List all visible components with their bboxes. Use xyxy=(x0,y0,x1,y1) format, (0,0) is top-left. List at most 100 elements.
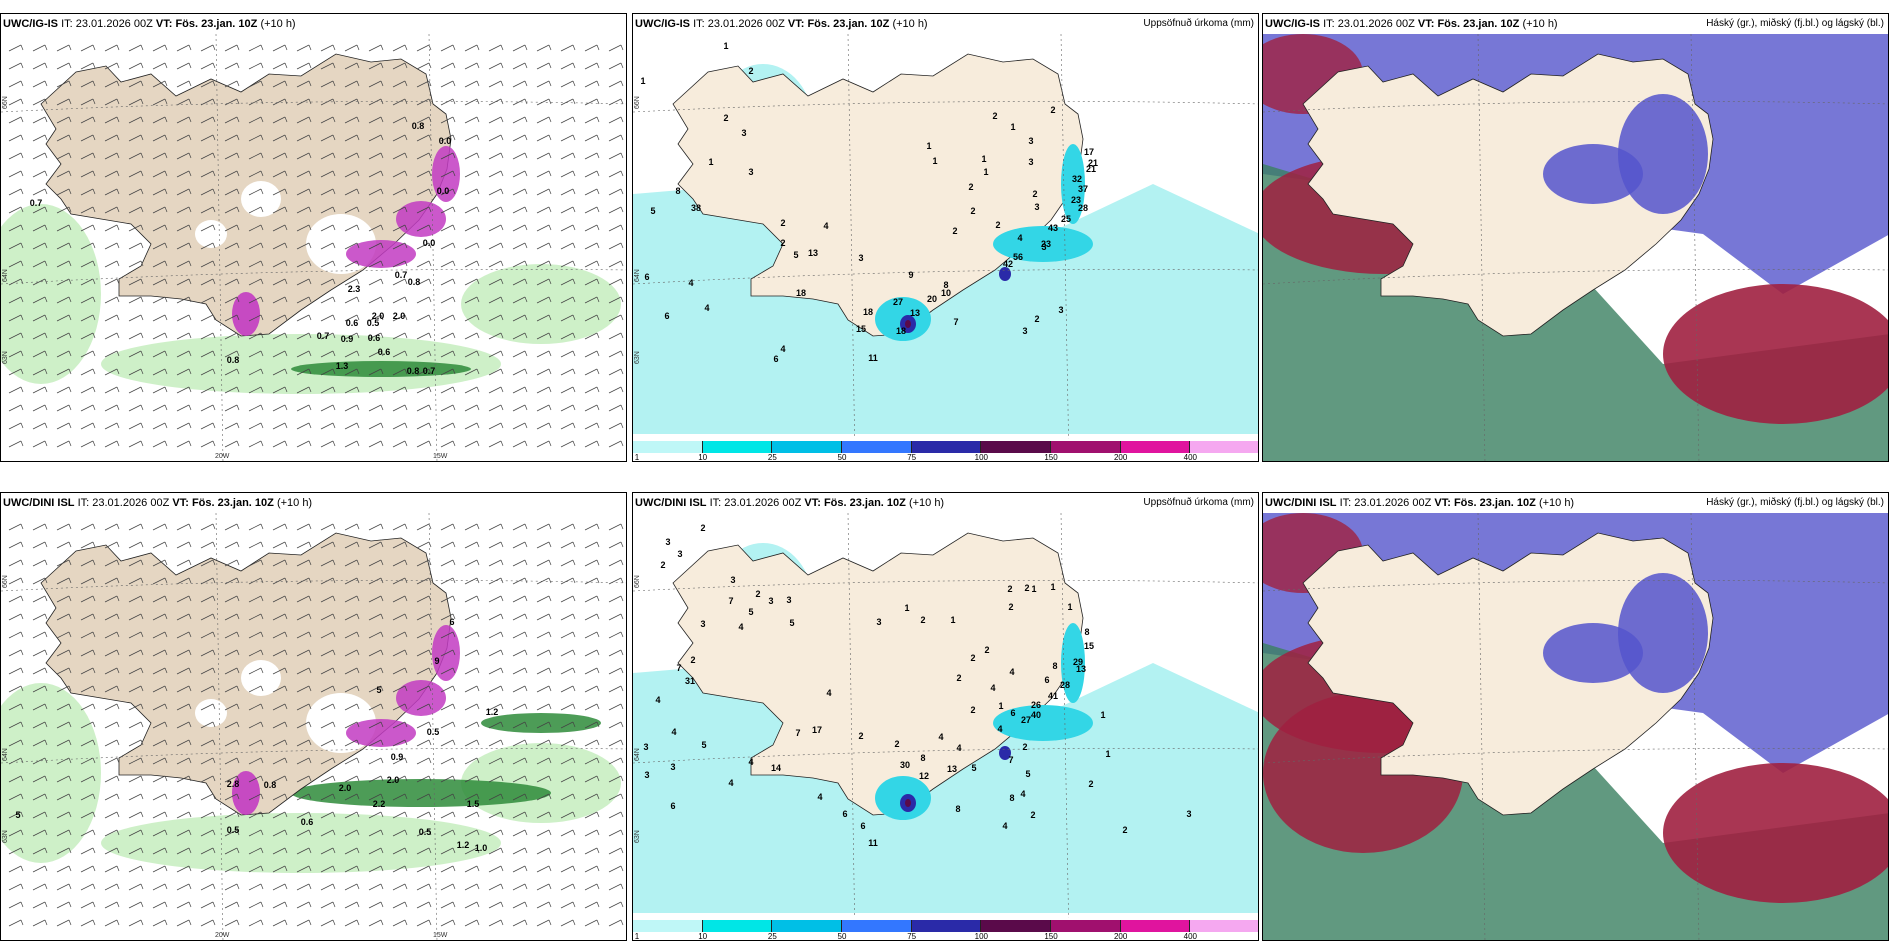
value-label: 27 xyxy=(893,297,903,307)
value-label: 4 xyxy=(826,688,831,698)
precip-100mm xyxy=(905,320,911,328)
value-label: 1 xyxy=(932,156,937,166)
grid-label: 20W xyxy=(215,932,230,939)
it-value: 23.01.2026 00Z xyxy=(724,497,802,509)
value-label: 1 xyxy=(926,141,931,151)
value-label: 6 xyxy=(1044,675,1049,685)
value-label: 0.0 xyxy=(437,186,450,196)
low-cloud xyxy=(1663,763,1888,903)
value-label: 1 xyxy=(983,167,988,177)
value-label: 2 xyxy=(968,182,973,192)
value-label: 40 xyxy=(1031,710,1041,720)
value-label: 2.2 xyxy=(373,799,386,809)
vt-value: Fös. 23.jan. 10Z xyxy=(1437,18,1520,30)
value-label: 3 xyxy=(1028,136,1033,146)
value-label: 43 xyxy=(1048,223,1058,233)
value-label: 3 xyxy=(700,619,705,629)
value-label: 1 xyxy=(640,76,645,86)
grid-label: 64N xyxy=(2,748,9,761)
value-label: 0.8 xyxy=(227,355,240,365)
value-label: 3 xyxy=(741,128,746,138)
value-label: 0.6 xyxy=(368,333,381,343)
value-label: 23 xyxy=(1071,195,1081,205)
value-label: 8 xyxy=(955,804,960,814)
value-label: 3 xyxy=(665,537,670,547)
value-label: 17 xyxy=(812,725,822,735)
value-label: 29 xyxy=(1073,657,1083,667)
colorbar-swatch xyxy=(1051,920,1121,932)
value-label: 6 xyxy=(860,821,865,831)
value-label: 2 xyxy=(700,523,705,533)
precip-rain-area xyxy=(461,264,621,344)
grid-label: 66N xyxy=(634,96,641,109)
value-label: 3 xyxy=(1028,157,1033,167)
value-label: 1.3 xyxy=(336,361,349,371)
vt-label: VT: xyxy=(1434,497,1451,509)
value-label: 2 xyxy=(858,731,863,741)
value-label: 2 xyxy=(894,739,899,749)
glacier xyxy=(241,181,281,217)
value-label: 1 xyxy=(1010,122,1015,132)
value-label: 5 xyxy=(789,618,794,628)
value-label: 2 xyxy=(690,655,695,665)
value-label: 1.0 xyxy=(475,843,488,853)
grid-label: 63N xyxy=(634,351,641,364)
value-label: 2 xyxy=(1008,602,1013,612)
low-cloud xyxy=(1663,284,1888,424)
value-label: 4 xyxy=(938,732,943,742)
colorbar-tick: 75 xyxy=(907,932,917,941)
graticule xyxy=(1,513,626,940)
value-label: 2 xyxy=(755,589,760,599)
value-label: 3 xyxy=(644,770,649,780)
value-label: 2.0 xyxy=(393,311,406,321)
it-label: IT: xyxy=(77,497,90,509)
value-label: 5 xyxy=(376,685,381,695)
value-label: 5 xyxy=(748,607,753,617)
value-label: 9 xyxy=(908,270,913,280)
value-label: 4 xyxy=(990,683,995,693)
grid-label: 66N xyxy=(634,575,641,588)
model-name: UWC/IG-IS xyxy=(1265,18,1320,30)
value-label: 2 xyxy=(1088,779,1093,789)
colorbar-tick: 150 xyxy=(1044,453,1058,462)
value-label: 0.7 xyxy=(423,366,436,376)
colorbar-tick: 200 xyxy=(1113,932,1128,941)
colorbar-swatch xyxy=(772,441,842,453)
colorbar-tick: 150 xyxy=(1044,932,1058,941)
value-label: 13 xyxy=(1076,664,1086,674)
value-label: 2.3 xyxy=(348,284,361,294)
value-label: 1.2 xyxy=(486,707,499,717)
iceland-coastline xyxy=(1302,53,1714,337)
colorbar: 1 10 25 50 75 100 150 200 400 xyxy=(633,918,1258,940)
value-label: 20 xyxy=(927,294,937,304)
value-label: 8 xyxy=(675,186,680,196)
it-label: IT: xyxy=(1339,497,1352,509)
value-label: 42 xyxy=(1003,259,1013,269)
colorbar-tick: 75 xyxy=(907,453,917,462)
precip-rain-area xyxy=(101,813,501,873)
precip-100mm xyxy=(905,799,911,807)
value-label: 0.7 xyxy=(317,331,330,341)
colorbar-tick: 25 xyxy=(767,932,777,941)
field-title: Háský (gr.), miðský (fj.bl.) og lágský (… xyxy=(1706,18,1884,29)
glacier xyxy=(195,220,227,248)
vt-label: VT: xyxy=(804,497,821,509)
value-label: 17 xyxy=(1084,147,1094,157)
model-name: UWC/DINI ISL xyxy=(1265,497,1337,509)
value-label: 4 xyxy=(748,757,753,767)
lead-time: (+10 h) xyxy=(1538,497,1575,509)
value-label: 38 xyxy=(691,203,701,213)
value-label: 14 xyxy=(771,763,781,773)
value-label: 37 xyxy=(1078,184,1088,194)
snow-precip-cell xyxy=(432,625,460,681)
value-label: 4 xyxy=(655,695,660,705)
value-label: 15 xyxy=(856,324,866,334)
value-label: 2 xyxy=(970,705,975,715)
value-label: 4 xyxy=(1020,789,1025,799)
colorbar-swatch xyxy=(702,920,773,932)
value-label: 7 xyxy=(795,728,800,738)
value-label: 4 xyxy=(956,743,961,753)
panel-header: UWC/IG-IS IT: 23.01.2026 00Z VT: Fös. 23… xyxy=(1,14,626,34)
value-label: 41 xyxy=(1048,691,1058,701)
value-label: 1 xyxy=(950,615,955,625)
